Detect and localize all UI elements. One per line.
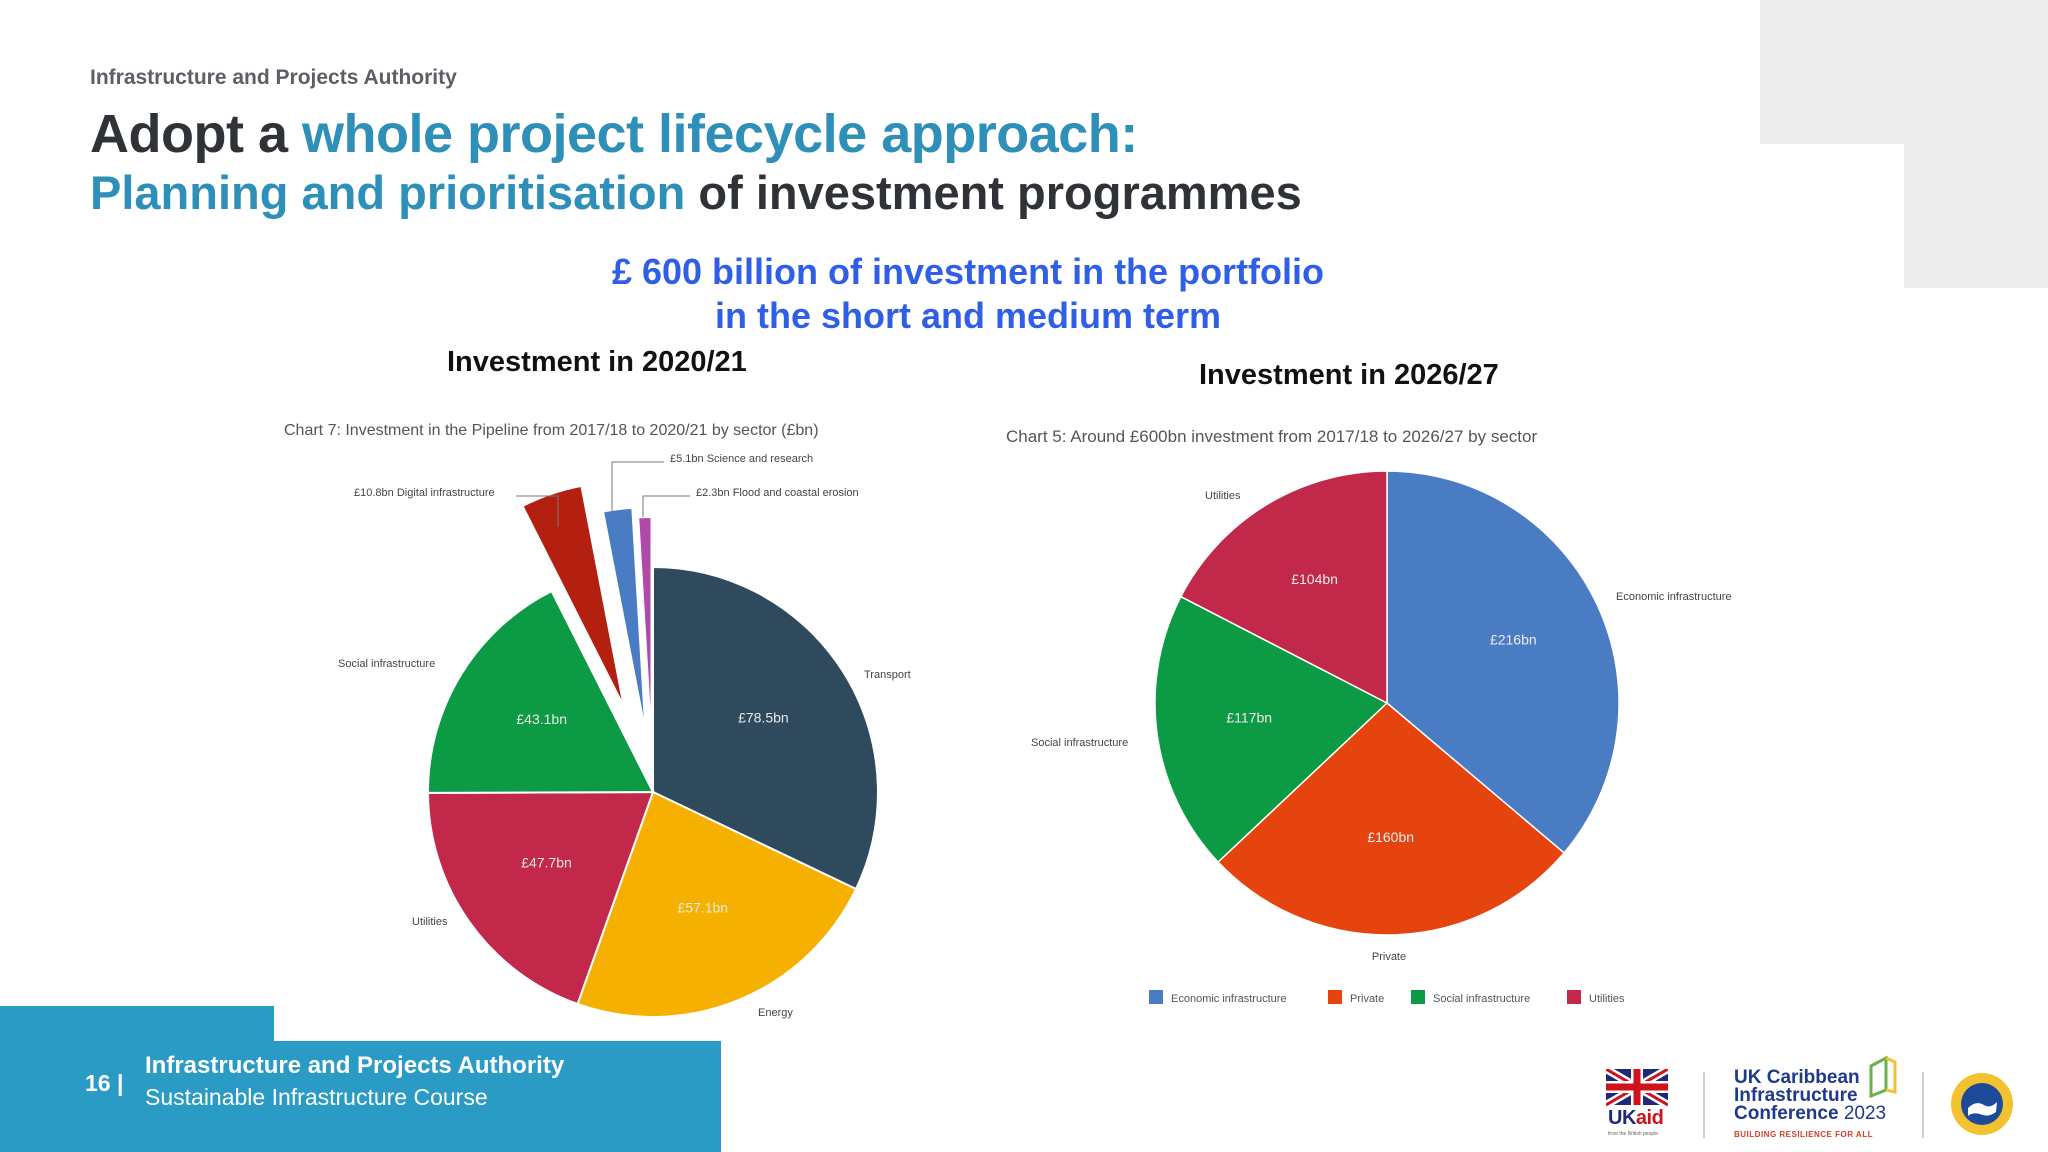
corner-decoration-step xyxy=(1904,144,2048,288)
legend-swatch xyxy=(1149,990,1163,1004)
logo-divider xyxy=(1922,1072,1924,1138)
pie2-value-label: £104bn xyxy=(1291,571,1338,587)
pie1-category-label: Energy xyxy=(758,1007,793,1019)
conference-tagline: BUILDING RESILIENCE FOR ALL xyxy=(1734,1130,1873,1139)
chart1-title: Chart 7: Investment in the Pipeline from… xyxy=(284,422,819,439)
pie1-slice-utilities xyxy=(426,790,655,1006)
headline-line-2: in the short and medium term xyxy=(714,295,1222,336)
page-number: 16 | xyxy=(85,1070,124,1096)
pie1-slice-energy xyxy=(576,790,858,1018)
chart2-heading: Investment in 2026/27 xyxy=(1199,359,1499,391)
title-part-a: Adopt a xyxy=(90,104,302,164)
pie2-category-label: Private xyxy=(1372,951,1406,963)
corner-decoration xyxy=(1760,0,2048,144)
pie1-category-label: £5.1bn Science and research xyxy=(670,453,813,465)
pie2-value-label: £160bn xyxy=(1367,829,1414,845)
footer-bar xyxy=(0,1041,721,1152)
pie1-slice-science-and-research xyxy=(601,506,647,733)
pie2-value-label: £216bn xyxy=(1490,631,1537,647)
footer-org: Infrastructure and Projects Authority xyxy=(145,1052,565,1079)
legend-label: Private xyxy=(1350,993,1384,1005)
header-org: Infrastructure and Projects Authority xyxy=(90,66,457,89)
page-title: Adopt a whole project lifecycle approach… xyxy=(90,103,1138,165)
legend-swatch xyxy=(1328,990,1342,1004)
pie2-slice-economic-infrastructure xyxy=(1386,470,1620,854)
pie1-slice-digital-infrastructure xyxy=(521,484,625,708)
conference-mark-icon xyxy=(1869,1055,1897,1098)
legend-label: Economic infrastructure xyxy=(1171,993,1287,1005)
pie1-category-label: Utilities xyxy=(412,916,448,928)
pie2-slice-social-infrastructure xyxy=(1154,595,1389,864)
pie1-value-label: £47.7bn xyxy=(521,855,572,871)
pie1-value-label: £57.1bn xyxy=(677,900,728,916)
pie1-leader-line xyxy=(642,495,690,517)
pie2-slice-utilities xyxy=(1179,470,1388,705)
pie1-category-label: Transport xyxy=(864,669,911,681)
pie2-category-label: Utilities xyxy=(1205,490,1241,502)
legend-swatch xyxy=(1567,990,1581,1004)
subtitle-part-a: Planning and prioritisation xyxy=(90,166,686,219)
pie1-category-label: £10.8bn Digital infrastructure xyxy=(354,487,495,499)
ukaid-tagline: from the British people xyxy=(1608,1131,1659,1137)
pie2-slice-private xyxy=(1217,701,1566,936)
pie2-category-label: Social infrastructure xyxy=(1031,737,1128,749)
subtitle-part-b: of investment programmes xyxy=(685,166,1302,219)
title-part-b: whole project lifecycle approach: xyxy=(301,104,1138,164)
pie1-value-label: £78.5bn xyxy=(738,709,789,725)
pie1-slice-flood-and-coastal-erosion xyxy=(637,515,653,743)
portfolio-headline: £ 600 billion of investment in the portf… xyxy=(568,250,1368,338)
development-bank-seal-icon xyxy=(1951,1073,2013,1135)
pie1-category-label: £2.3bn Flood and coastal erosion xyxy=(696,487,859,499)
pie1-slice-social-infrastructure xyxy=(426,589,655,794)
page-subtitle: Planning and prioritisation of investmen… xyxy=(90,165,1302,220)
pie1-value-label: £43.1bn xyxy=(516,711,567,727)
pie1-slice-transport xyxy=(652,565,879,891)
pie2-value-label: £117bn xyxy=(1226,709,1272,725)
pie1-leader-line xyxy=(516,495,559,527)
footer-tab xyxy=(0,1006,274,1044)
legend-label: Social infrastructure xyxy=(1433,993,1530,1005)
ukaid-logo: UKaid xyxy=(1608,1107,1664,1129)
chart1-heading: Investment in 2020/21 xyxy=(447,346,747,378)
union-flag-icon xyxy=(1606,1069,1668,1109)
legend-swatch xyxy=(1411,990,1425,1004)
pie1-category-label: Social infrastructure xyxy=(338,658,435,670)
headline-line-1: £ 600 billion of investment in the portf… xyxy=(611,251,1325,292)
logo-divider xyxy=(1703,1072,1705,1138)
legend-label: Utilities xyxy=(1589,993,1625,1005)
conference-logo: UK Caribbean Infrastructure Conference 2… xyxy=(1734,1067,1887,1124)
charts-canvas: Chart 7: Investment in the Pipeline from… xyxy=(284,422,1732,1019)
footer-course: Sustainable Infrastructure Course xyxy=(145,1084,488,1110)
pie2-category-label: Economic infrastructure xyxy=(1616,591,1732,603)
pie1-leader-line xyxy=(611,461,664,517)
chart2-title: Chart 5: Around £600bn investment from 2… xyxy=(1006,427,1537,446)
